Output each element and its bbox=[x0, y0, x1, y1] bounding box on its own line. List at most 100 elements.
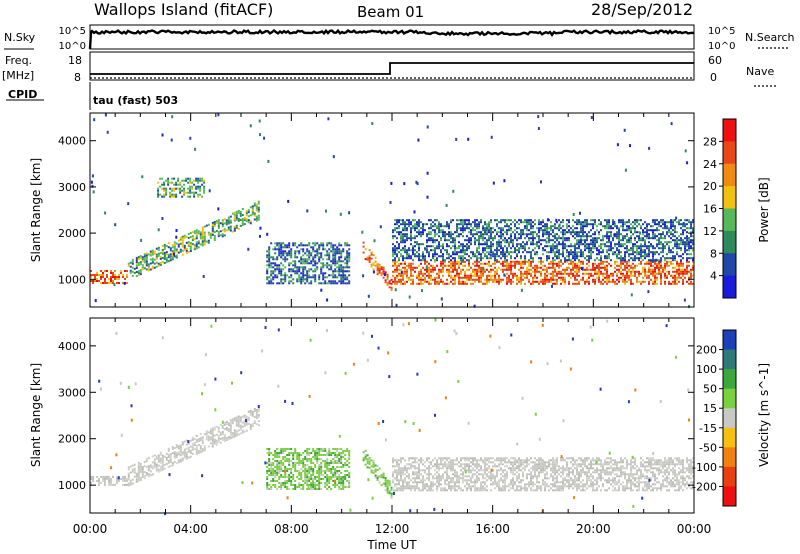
scatter-cell bbox=[346, 262, 349, 265]
scatter-cell bbox=[239, 420, 242, 423]
scatter-cell bbox=[247, 416, 250, 419]
scatter-cell bbox=[304, 474, 307, 476]
scatter-cell bbox=[500, 251, 502, 254]
scatter-cell bbox=[438, 274, 440, 277]
scatter-cell bbox=[382, 268, 385, 271]
scatter-cell bbox=[616, 231, 618, 234]
scatter-cell bbox=[440, 278, 442, 281]
scatter-cell bbox=[662, 268, 664, 271]
scatter-cell bbox=[554, 251, 556, 254]
scatter-cell bbox=[586, 259, 588, 262]
scatter-cell bbox=[282, 462, 285, 464]
scatter-cell bbox=[688, 270, 690, 273]
scatter-cell bbox=[233, 227, 236, 230]
scatter-cell bbox=[478, 274, 480, 277]
scatter-cell bbox=[225, 427, 228, 429]
scatter-cell bbox=[272, 480, 275, 482]
scatter-cell bbox=[282, 278, 285, 281]
scatter-cell bbox=[193, 230, 196, 233]
scatter-cell bbox=[157, 248, 160, 251]
scatter-cell bbox=[328, 242, 331, 245]
scatter-cell bbox=[516, 253, 518, 256]
scatter-cell bbox=[203, 433, 206, 436]
scatter-cell bbox=[488, 247, 490, 250]
scatter-cell bbox=[606, 274, 608, 277]
scatter-cell bbox=[316, 476, 319, 478]
scatter-cell bbox=[460, 245, 462, 248]
scatter-cell bbox=[153, 462, 156, 465]
scatter-cell bbox=[324, 472, 327, 474]
scatter-cell bbox=[167, 453, 170, 456]
scatter-cell bbox=[183, 191, 186, 194]
scatter-cell bbox=[506, 223, 508, 226]
scatter-cell bbox=[614, 251, 616, 254]
scatter-cell bbox=[584, 282, 586, 285]
noise-point bbox=[94, 299, 97, 303]
scatter-cell bbox=[143, 255, 146, 258]
noise-point bbox=[194, 147, 197, 151]
scatter-cell bbox=[169, 255, 172, 258]
scatter-cell bbox=[368, 257, 371, 260]
scatter-cell bbox=[402, 262, 404, 265]
scatter-cell bbox=[666, 221, 668, 224]
scatter-cell bbox=[558, 272, 560, 275]
scatter-cell bbox=[476, 270, 478, 273]
scatter-cell bbox=[666, 253, 668, 256]
scatter-cell bbox=[584, 225, 586, 228]
scatter-cell bbox=[221, 438, 224, 441]
scatter-cell bbox=[576, 219, 578, 222]
scatter-cell bbox=[518, 249, 520, 252]
scatter-cell bbox=[227, 220, 230, 223]
scatter-cell bbox=[145, 258, 148, 261]
scatter-cell bbox=[290, 476, 293, 478]
scatter-cell bbox=[294, 480, 297, 482]
scatter-cell bbox=[620, 257, 622, 260]
scatter-cell bbox=[274, 476, 277, 478]
scatter-cell bbox=[143, 259, 146, 262]
scatter-cell bbox=[560, 264, 562, 267]
scatter-cell bbox=[131, 266, 134, 269]
scatter-cell bbox=[396, 223, 398, 226]
scatter-cell bbox=[574, 266, 576, 269]
scatter-cell bbox=[672, 266, 674, 269]
scatter-cell bbox=[446, 249, 448, 252]
scatter-cell bbox=[516, 237, 518, 240]
scatter-cell bbox=[318, 464, 321, 466]
scatter-cell bbox=[114, 274, 116, 276]
scatter-cell bbox=[464, 249, 466, 252]
scatter-cell bbox=[504, 268, 506, 271]
scatter-cell bbox=[161, 456, 164, 459]
scatter-cell bbox=[418, 225, 420, 228]
scatter-cell bbox=[191, 243, 194, 246]
scatter-cell bbox=[540, 278, 542, 281]
scatter-cell bbox=[396, 249, 398, 252]
scatter-cell bbox=[280, 468, 283, 470]
scatter-cell bbox=[526, 227, 528, 230]
scatter-cell bbox=[286, 458, 289, 460]
scatter-cell bbox=[526, 272, 528, 275]
scatter-cell bbox=[678, 221, 680, 224]
scatter-cell bbox=[584, 272, 586, 275]
noise-point bbox=[551, 284, 553, 288]
scatter-cell bbox=[418, 257, 420, 260]
scatter-cell bbox=[586, 237, 588, 240]
scatter-cell bbox=[378, 269, 381, 272]
scatter-cell bbox=[314, 482, 317, 484]
scatter-cell bbox=[278, 460, 281, 462]
scatter-cell bbox=[488, 237, 490, 240]
scatter-cell bbox=[576, 235, 578, 238]
scatter-cell bbox=[235, 422, 238, 425]
scatter-cell bbox=[492, 239, 494, 242]
scatter-cell bbox=[554, 227, 556, 230]
scatter-cell bbox=[548, 241, 550, 244]
scatter-cell bbox=[538, 235, 540, 238]
scatter-cell bbox=[482, 237, 484, 240]
scatter-cell bbox=[145, 474, 148, 477]
scatter-cell bbox=[594, 262, 596, 265]
scatter-cell bbox=[334, 268, 337, 271]
scatter-cell bbox=[654, 247, 656, 250]
scatter-cell bbox=[100, 282, 102, 284]
scatter-cell bbox=[249, 411, 252, 414]
scatter-cell bbox=[410, 235, 412, 238]
scatter-cell bbox=[472, 255, 474, 258]
